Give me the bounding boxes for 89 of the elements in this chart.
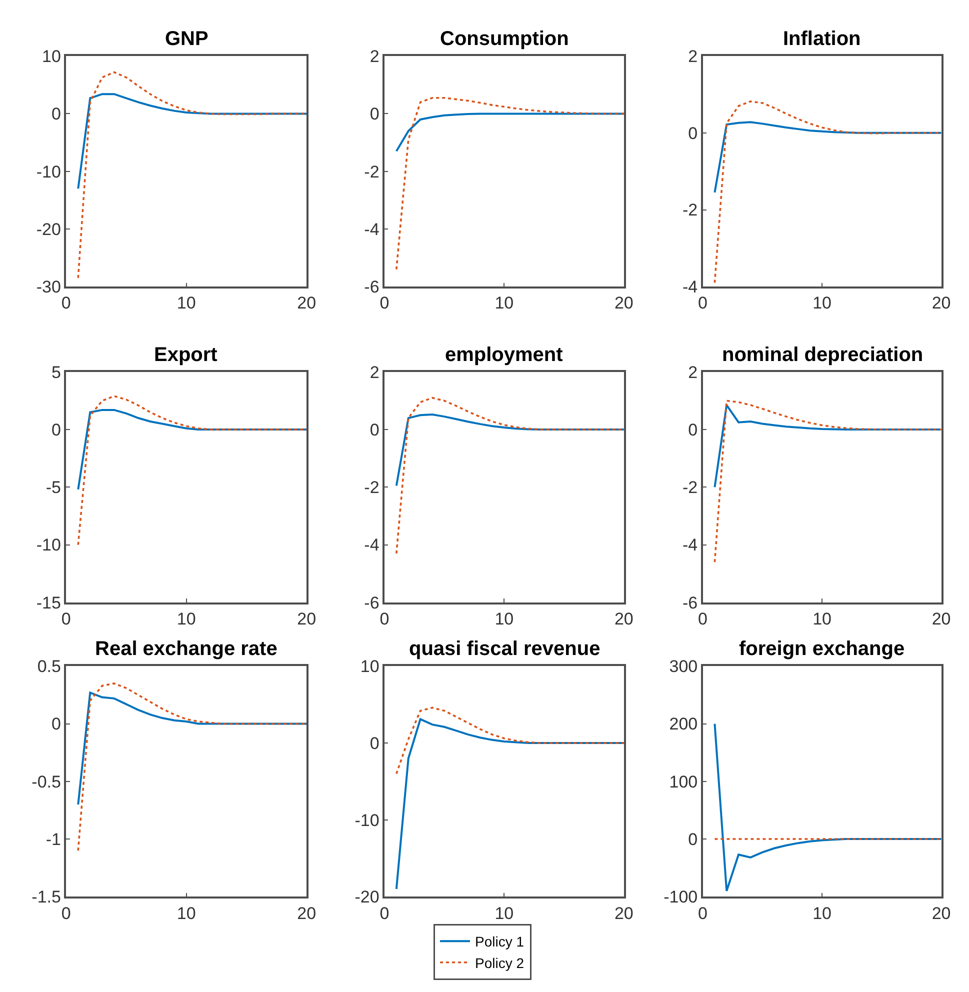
y-tick-label: 0	[51, 420, 61, 440]
y-tick-label: 0	[370, 734, 380, 753]
line-series	[714, 100, 942, 284]
x-tick-label: 10	[494, 294, 514, 313]
y-tick-label: -6	[364, 278, 380, 297]
x-tick-label: 20	[297, 294, 316, 313]
y-tick-label: -1.5	[32, 888, 61, 907]
y-tick-label: -20	[36, 220, 61, 239]
line-series	[395, 112, 624, 152]
line-series	[77, 93, 307, 190]
line-series	[77, 395, 307, 546]
y-tick-label: 100	[669, 772, 698, 792]
y-tick-label: -15	[36, 593, 61, 612]
y-tick-label: 0	[688, 420, 698, 440]
chart-title: Real exchange rate	[95, 638, 278, 660]
y-tick-label: -1	[46, 830, 61, 849]
y-tick-label: 0	[51, 714, 61, 734]
y-tick-label: -2	[364, 478, 380, 498]
line-series	[395, 414, 624, 487]
line-series	[395, 718, 624, 890]
line-series	[77, 408, 307, 490]
y-tick-label: 2	[688, 362, 698, 382]
y-tick-label: 2	[370, 362, 380, 382]
x-tick-label: 20	[932, 904, 951, 923]
line-series	[77, 682, 307, 852]
x-tick-label: 10	[812, 904, 832, 923]
y-tick-label: -20	[354, 888, 380, 907]
x-tick-label: 20	[614, 610, 634, 629]
x-tick-label: 20	[614, 294, 634, 313]
line-series	[714, 404, 942, 488]
chart-title: foreign exchange	[739, 638, 905, 660]
y-tick-label: 0	[688, 124, 698, 143]
chart-title: GNP	[165, 28, 208, 50]
x-tick-label: 20	[297, 610, 316, 629]
y-tick-label: 300	[669, 657, 698, 676]
x-tick-label: 10	[176, 294, 196, 313]
y-tick-label: -10	[354, 810, 380, 830]
y-tick-label: 5	[51, 362, 61, 382]
y-tick-label: -2	[682, 478, 698, 498]
line-series	[77, 71, 307, 279]
line-series	[714, 400, 942, 563]
chart-title: Export	[154, 344, 218, 366]
y-tick-label: -6	[682, 593, 698, 612]
y-tick-label: -2	[364, 162, 380, 182]
y-tick-label: 2	[688, 47, 698, 66]
y-tick-label: 0	[51, 104, 61, 124]
line-series	[396, 706, 624, 775]
y-tick-label: -4	[364, 536, 380, 555]
chart-title: quasi fiscal revenue	[409, 638, 600, 660]
y-tick-label: 10	[42, 47, 61, 66]
x-tick-label: 10	[812, 294, 832, 313]
y-tick-label: -4	[682, 536, 698, 555]
y-tick-label: -10	[36, 162, 61, 182]
y-tick-label: 0	[370, 104, 380, 124]
y-tick-label: 0	[688, 830, 698, 849]
chart-title: Consumption	[440, 28, 569, 50]
y-tick-label: 2	[370, 47, 380, 66]
x-tick-label: 10	[812, 610, 832, 629]
line-series	[396, 396, 624, 554]
y-tick-label: 200	[669, 714, 698, 734]
y-tick-label: -100	[664, 888, 698, 907]
line-series	[714, 121, 942, 194]
chart-title: employment	[445, 344, 564, 366]
x-tick-label: 10	[494, 610, 514, 629]
y-tick-label: 0.5	[37, 657, 61, 676]
line-series	[77, 692, 307, 806]
y-tick-label: -4	[364, 220, 380, 239]
line-series	[396, 96, 624, 270]
y-tick-label: -30	[36, 278, 61, 297]
x-tick-label: 10	[494, 904, 514, 923]
line-series	[714, 722, 942, 892]
y-tick-label: 0	[370, 420, 380, 440]
x-tick-label: 10	[176, 610, 196, 629]
x-tick-label: 20	[297, 904, 316, 923]
chart-title: nominal depreciation	[722, 344, 924, 366]
y-tick-label: -6	[364, 593, 380, 612]
legend-label: Policy 1	[475, 934, 524, 950]
y-tick-label: -10	[36, 536, 61, 555]
chart-title: Inflation	[783, 28, 861, 50]
y-tick-label: -5	[46, 478, 61, 498]
y-tick-label: -2	[682, 200, 698, 220]
x-tick-label: 20	[932, 294, 951, 313]
y-tick-label: -4	[682, 278, 698, 297]
x-tick-label: 10	[176, 904, 196, 923]
x-tick-label: 20	[932, 610, 951, 629]
legend-label: Policy 2	[475, 954, 524, 971]
x-tick-label: 20	[614, 904, 634, 923]
y-tick-label: 10	[360, 657, 380, 676]
y-tick-label: -0.5	[32, 772, 61, 792]
